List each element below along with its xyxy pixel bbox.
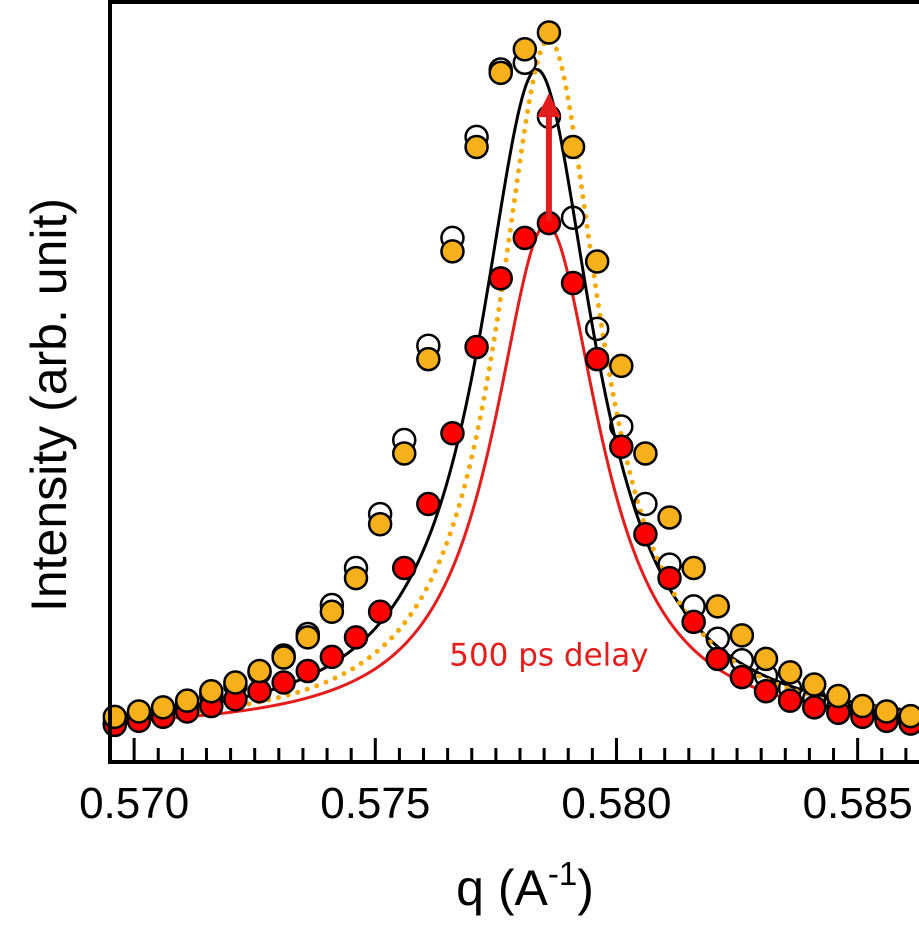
data-point-series-3 [657, 505, 682, 530]
data-point-series-3 [488, 60, 513, 86]
data-point-series-3 [174, 688, 200, 713]
x-tick-label: 0.580 [561, 779, 671, 828]
data-point-series-3 [609, 353, 634, 379]
data-point-series-2 [777, 688, 803, 713]
data-point-series-3 [777, 660, 803, 685]
arrow-head [536, 93, 561, 118]
fit-curves [107, 36, 919, 724]
data-point-series-3 [826, 683, 851, 709]
x-axis-title: q (A-1) [456, 855, 594, 916]
data-point-series-3 [850, 693, 875, 719]
data-point-series-3 [343, 565, 369, 591]
data-point-series-2 [271, 670, 296, 695]
data-point-series-2 [705, 646, 731, 672]
data-point-series-3 [440, 239, 465, 264]
data-point-series-3 [874, 699, 899, 724]
data-point-series-3 [319, 599, 345, 624]
data-markers [102, 20, 919, 738]
data-point-series-2 [609, 434, 634, 459]
data-point-series-3 [512, 37, 538, 62]
data-point-series-2 [247, 678, 272, 704]
data-point-series-3 [560, 134, 586, 160]
data-point-series-3 [753, 646, 779, 672]
y-axis-title: Intensity (arb. unit) [21, 198, 77, 612]
data-point-series-3 [102, 704, 128, 730]
data-point-series-3 [199, 678, 224, 704]
data-point-series-2 [488, 266, 513, 291]
x-axis-title-close: ) [577, 860, 594, 916]
data-point-series-3 [801, 672, 827, 697]
data-point-series-3 [271, 645, 296, 670]
data-point-series-2 [681, 609, 706, 635]
axes: 0.570 0.575 0.580 0.585 [79, 0, 919, 828]
data-point-series-3 [367, 511, 393, 537]
plot-area: 500 ps delay [102, 20, 919, 738]
data-point-series-3 [223, 670, 248, 695]
data-point-series-3 [391, 441, 417, 466]
data-point-series-3 [464, 134, 489, 160]
fit-curve-3 [107, 36, 919, 722]
data-point-series-2 [367, 599, 393, 624]
x-axis-title-main: q (A [456, 860, 548, 916]
data-point-series-3 [681, 555, 706, 581]
x-tick-labels: 0.570 0.575 0.580 0.585 [79, 779, 913, 828]
data-point-series-3 [416, 346, 441, 372]
data-point-series-2 [343, 625, 369, 650]
data-point-series-2 [633, 522, 658, 547]
data-point-series-3 [898, 703, 919, 729]
data-point-series-2 [657, 565, 682, 591]
data-point-series-3 [536, 20, 562, 45]
delay-annotation: 500 ps delay [449, 638, 648, 674]
fit-curve-1 [109, 68, 919, 718]
data-point-series-2 [560, 270, 586, 296]
data-point-series-2 [753, 678, 779, 704]
data-point-series-3 [729, 623, 755, 648]
x-ticks [108, 738, 908, 762]
data-point-series-2 [801, 695, 827, 720]
data-point-series-3 [633, 441, 658, 466]
data-point-series-3 [150, 695, 176, 720]
data-point-series-1 [633, 491, 658, 517]
data-point-series-2 [584, 346, 610, 372]
data-point-series-2 [440, 421, 465, 446]
x-tick-label: 0.575 [320, 779, 430, 828]
data-point-series-3 [584, 249, 610, 274]
data-point-series-2 [464, 334, 489, 360]
data-point-series-2 [512, 225, 538, 251]
peak-increase-arrow [536, 93, 561, 222]
data-point-series-3 [247, 658, 272, 684]
data-point-series-2 [319, 644, 345, 670]
x-tick-label: 0.570 [79, 779, 189, 828]
data-point-series-3 [295, 625, 321, 650]
data-point-series-1 [560, 205, 586, 230]
data-point-series-1 [584, 316, 610, 342]
data-point-series-2 [729, 664, 755, 690]
data-point-series-3 [126, 699, 152, 724]
data-point-series-2 [391, 555, 417, 581]
x-axis-title-superscript: -1 [548, 855, 577, 892]
x-tick-label: 0.585 [803, 779, 913, 828]
data-point-series-3 [705, 594, 731, 619]
data-point-series-2 [295, 658, 321, 684]
data-point-series-2 [416, 491, 441, 517]
